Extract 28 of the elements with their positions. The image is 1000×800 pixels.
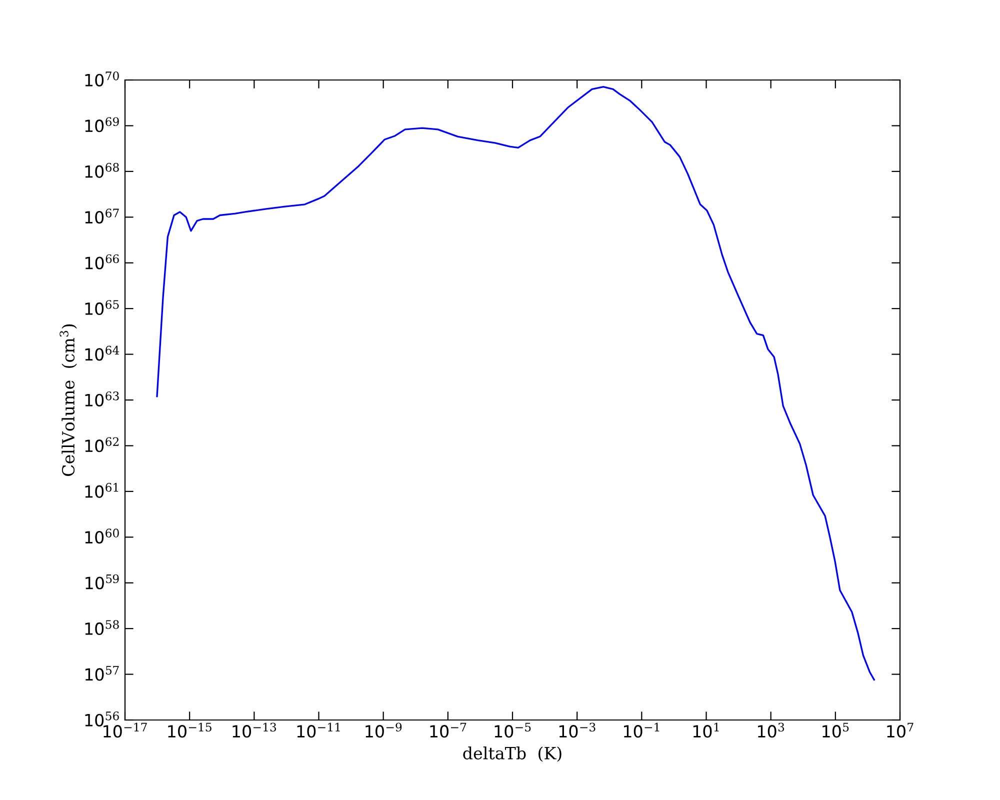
y-tick-label: 10$^{67}$ xyxy=(85,208,119,224)
y-tick-label: 10$^{61}$ xyxy=(85,482,118,498)
y-tick-label: 10$^{69}$ xyxy=(85,117,119,132)
x-tick-label: 10$^{3}$ xyxy=(758,722,784,738)
y-tick-label: 10$^{57}$ xyxy=(85,666,119,681)
x-tick-label: 10$^{−13}$ xyxy=(232,722,276,738)
x-tick-label: 10$^{−1}$ xyxy=(624,722,660,738)
x-tick-label: 10$^{−3}$ xyxy=(559,722,596,738)
y-tick-label: 10$^{58}$ xyxy=(85,620,119,636)
x-tick-label: 10$^{−15}$ xyxy=(168,722,212,738)
x-tick-label: 10$^{−9}$ xyxy=(366,722,402,738)
y-tick-label: 10$^{63}$ xyxy=(85,392,119,406)
x-tick-label: 10$^{7}$ xyxy=(887,722,914,738)
y-tick-label: 10$^{65}$ xyxy=(85,300,119,316)
y-tick-label: 10$^{62}$ xyxy=(85,437,119,452)
x-tick-label: 10$^{1}$ xyxy=(693,722,719,738)
x-axis-title: deltaTb (K) xyxy=(463,746,562,762)
x-tick-label: 10$^{−11}$ xyxy=(297,722,340,738)
x-tick-label: 10$^{−7}$ xyxy=(430,722,466,738)
y-tick-label: 10$^{70}$ xyxy=(85,72,119,86)
y-tick-label: 10$^{66}$ xyxy=(85,254,119,270)
y-tick-label: 10$^{59}$ xyxy=(86,574,119,590)
y-axis-title: CellVolume (cm$^{3}$) xyxy=(60,324,77,476)
y-tick-label: 10$^{60}$ xyxy=(85,528,119,544)
y-tick-label: 10$^{68}$ xyxy=(85,162,119,178)
x-tick-label: 10$^{−5}$ xyxy=(494,722,531,738)
x-tick-label: 10$^{5}$ xyxy=(822,722,849,738)
y-tick-label: 10$^{64}$ xyxy=(85,346,120,361)
